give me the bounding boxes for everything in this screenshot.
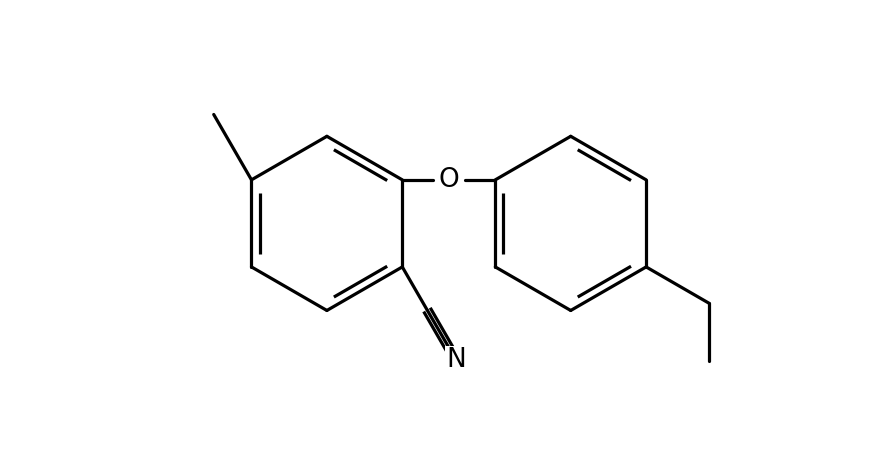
Text: N: N (447, 347, 466, 373)
Text: O: O (439, 167, 459, 193)
